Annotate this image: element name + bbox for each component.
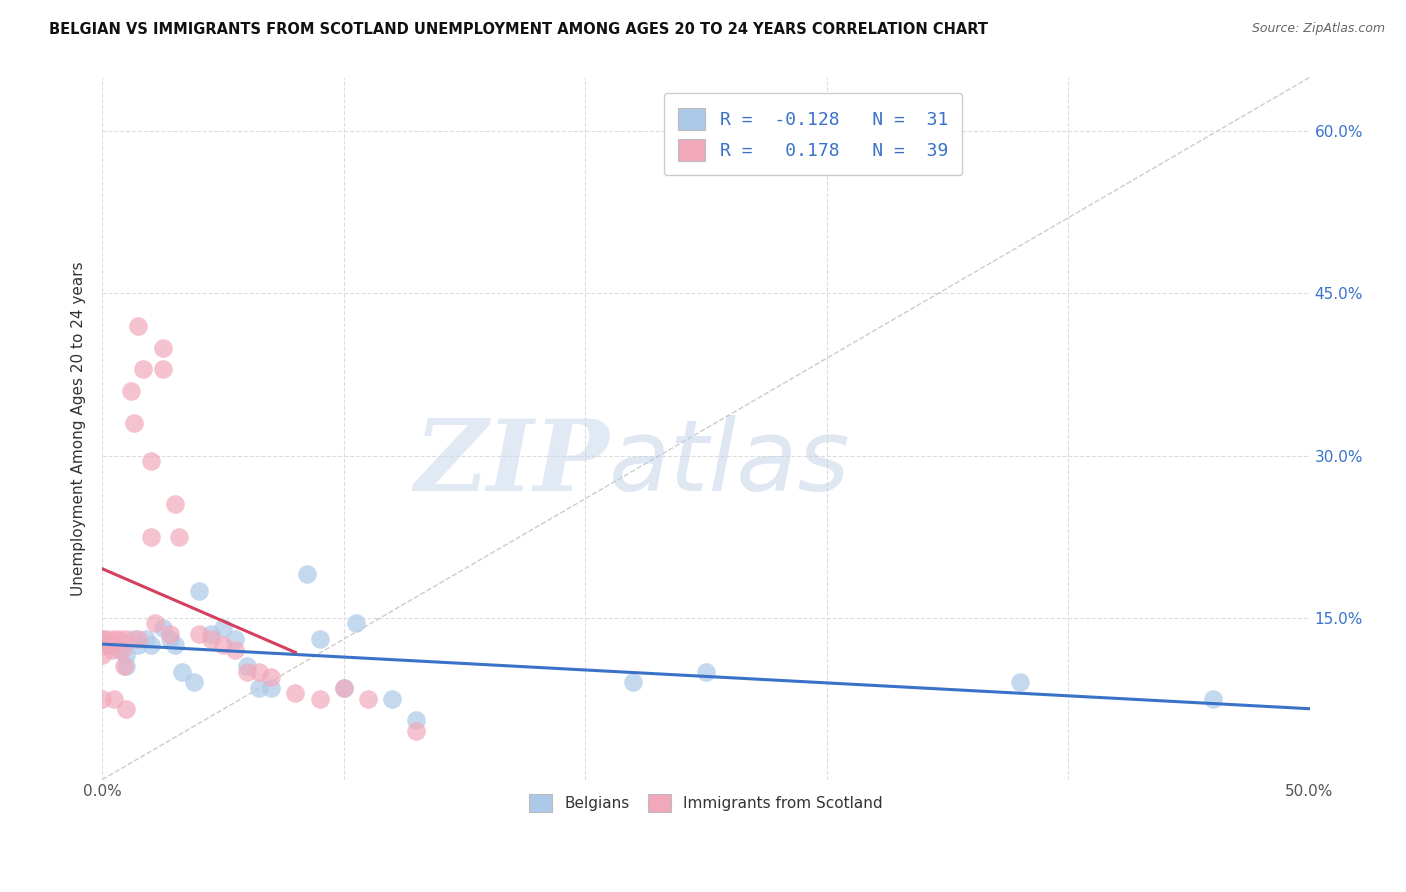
Point xyxy=(1008,675,1031,690)
Point xyxy=(91,648,114,663)
Point xyxy=(91,632,114,647)
Point xyxy=(98,638,121,652)
Point xyxy=(139,454,162,468)
Point xyxy=(127,632,149,647)
Point xyxy=(236,665,259,679)
Point xyxy=(135,632,157,647)
Point xyxy=(260,681,283,695)
Text: BELGIAN VS IMMIGRANTS FROM SCOTLAND UNEMPLOYMENT AMONG AGES 20 TO 24 YEARS CORRE: BELGIAN VS IMMIGRANTS FROM SCOTLAND UNEM… xyxy=(49,22,988,37)
Point xyxy=(108,643,131,657)
Point xyxy=(163,497,186,511)
Point xyxy=(122,632,145,647)
Point xyxy=(224,643,246,657)
Point xyxy=(120,384,142,398)
Point xyxy=(187,627,209,641)
Point xyxy=(96,632,118,647)
Point xyxy=(115,702,138,716)
Point xyxy=(623,675,645,690)
Point xyxy=(115,632,138,647)
Text: Source: ZipAtlas.com: Source: ZipAtlas.com xyxy=(1251,22,1385,36)
Point xyxy=(139,638,162,652)
Point xyxy=(247,665,270,679)
Point xyxy=(91,638,114,652)
Point xyxy=(405,713,427,727)
Point xyxy=(381,691,404,706)
Point xyxy=(212,621,235,635)
Point xyxy=(103,691,125,706)
Point xyxy=(260,670,283,684)
Point xyxy=(332,681,354,695)
Point xyxy=(139,530,162,544)
Point xyxy=(236,659,259,673)
Point xyxy=(127,318,149,333)
Point xyxy=(152,341,174,355)
Point xyxy=(101,643,124,657)
Point xyxy=(695,665,717,679)
Point xyxy=(1202,691,1225,706)
Point xyxy=(357,691,380,706)
Point xyxy=(112,659,135,673)
Point xyxy=(405,724,427,739)
Point xyxy=(143,615,166,630)
Point xyxy=(169,530,191,544)
Point xyxy=(187,583,209,598)
Legend: Belgians, Immigrants from Scotland: Belgians, Immigrants from Scotland xyxy=(517,781,894,824)
Point xyxy=(127,638,149,652)
Point xyxy=(159,632,181,647)
Point xyxy=(91,632,114,647)
Point xyxy=(297,567,319,582)
Y-axis label: Unemployment Among Ages 20 to 24 years: Unemployment Among Ages 20 to 24 years xyxy=(72,261,86,596)
Point xyxy=(122,416,145,430)
Point xyxy=(103,632,125,647)
Point xyxy=(224,632,246,647)
Point xyxy=(159,627,181,641)
Point xyxy=(170,665,193,679)
Point xyxy=(183,675,205,690)
Point xyxy=(332,681,354,695)
Point xyxy=(152,621,174,635)
Point xyxy=(344,615,367,630)
Point xyxy=(115,648,138,663)
Point xyxy=(98,638,121,652)
Point xyxy=(308,691,330,706)
Point xyxy=(110,643,132,657)
Point xyxy=(108,632,131,647)
Point xyxy=(212,638,235,652)
Point xyxy=(91,691,114,706)
Point xyxy=(132,362,155,376)
Point xyxy=(200,632,222,647)
Text: ZIP: ZIP xyxy=(415,416,609,512)
Point xyxy=(284,686,307,700)
Point xyxy=(115,659,138,673)
Point xyxy=(163,638,186,652)
Text: atlas: atlas xyxy=(609,415,851,512)
Point xyxy=(247,681,270,695)
Point xyxy=(152,362,174,376)
Point xyxy=(308,632,330,647)
Point xyxy=(200,627,222,641)
